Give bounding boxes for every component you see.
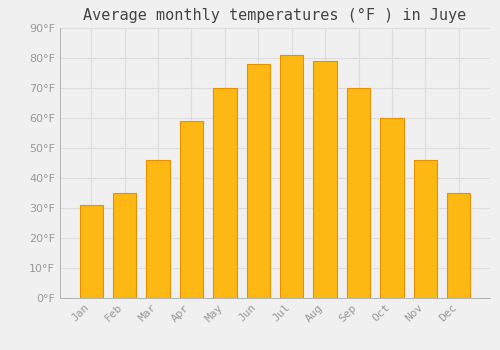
Title: Average monthly temperatures (°F ) in Juye: Average monthly temperatures (°F ) in Ju… xyxy=(84,8,466,23)
Bar xyxy=(246,64,270,298)
Bar xyxy=(414,160,437,298)
Bar xyxy=(347,88,370,298)
Bar xyxy=(80,205,103,298)
Bar xyxy=(213,88,236,298)
Bar xyxy=(280,55,303,298)
Bar xyxy=(447,193,470,298)
Bar xyxy=(314,61,337,297)
Bar xyxy=(146,160,170,298)
Bar xyxy=(180,121,203,298)
Bar xyxy=(113,193,136,298)
Bar xyxy=(380,118,404,297)
